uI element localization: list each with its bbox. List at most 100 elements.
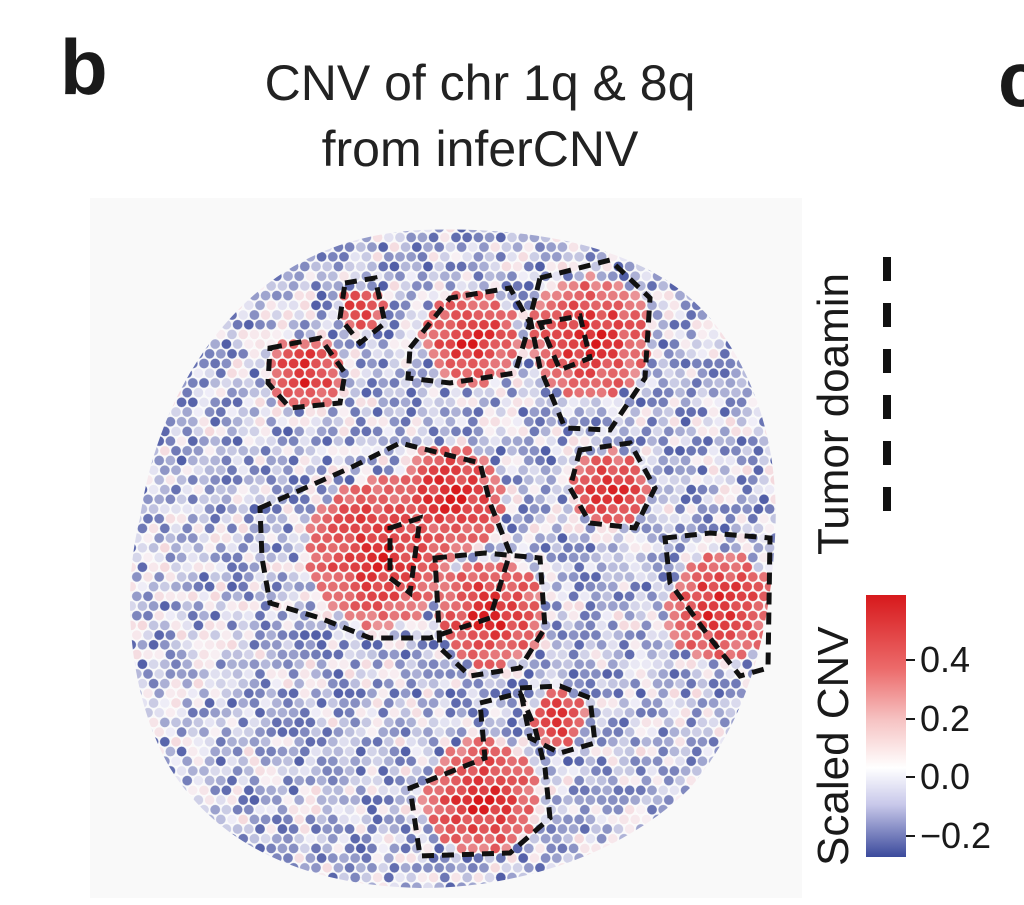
- cnv-spot: [556, 493, 568, 505]
- cnv-spot: [495, 387, 507, 399]
- cnv-spot: [629, 736, 641, 748]
- cnv-spot: [383, 581, 395, 593]
- cnv-spot: [652, 678, 664, 690]
- cnv-spot: [220, 532, 232, 544]
- cnv-spot: [372, 619, 384, 631]
- cnv-spot: [192, 484, 204, 496]
- cnv-spot: [629, 794, 641, 806]
- cnv-spot: [568, 726, 580, 738]
- cnv-spot: [472, 270, 484, 282]
- cnv-spot: [467, 261, 479, 273]
- cnv-spot: [674, 425, 686, 437]
- cnv-spot: [215, 561, 227, 573]
- cnv-spot: [568, 416, 580, 428]
- cnv-spot: [220, 493, 232, 505]
- cnv-spot: [276, 610, 288, 622]
- cnv-spot: [456, 648, 468, 660]
- cnv-spot: [344, 648, 356, 660]
- cnv-spot: [467, 280, 479, 292]
- cnv-spot: [484, 445, 496, 457]
- cnv-spot: [383, 600, 395, 612]
- cnv-spot: [176, 454, 188, 466]
- cnv-spot: [400, 551, 412, 563]
- cnv-spot: [674, 406, 686, 418]
- cnv-spot: [131, 610, 143, 622]
- cnv-spot: [243, 396, 255, 408]
- cnv-spot: [321, 629, 333, 641]
- cnv-spot: [584, 581, 596, 593]
- cnv-spot: [736, 551, 748, 563]
- cnv-spot: [489, 241, 501, 253]
- cnv-spot: [478, 416, 490, 428]
- cnv-spot: [388, 746, 400, 758]
- cnv-spot: [730, 619, 742, 631]
- cnv-spot: [730, 503, 742, 515]
- cnv-spot: [226, 406, 238, 418]
- cnv-spot: [422, 513, 434, 525]
- cnv-spot: [204, 445, 216, 457]
- cnv-spot: [181, 445, 193, 457]
- cnv-spot: [646, 532, 658, 544]
- cnv-spot: [310, 319, 322, 331]
- cnv-spot: [652, 387, 664, 399]
- cnv-spot: [450, 387, 462, 399]
- cnv-spot: [170, 619, 182, 631]
- cnv-spot: [708, 542, 720, 554]
- cnv-spot: [534, 804, 546, 816]
- cnv-spot: [338, 542, 350, 554]
- cnv-spot: [288, 746, 300, 758]
- cnv-spot: [730, 658, 742, 670]
- cnv-spot: [478, 590, 490, 602]
- cnv-spot: [713, 396, 725, 408]
- cnv-spot: [304, 309, 316, 321]
- cnv-spot: [528, 833, 540, 845]
- cnv-spot: [153, 648, 165, 660]
- cnv-spot: [618, 639, 630, 651]
- cnv-spot: [327, 833, 339, 845]
- cnv-spot: [528, 251, 540, 263]
- cnv-spot: [668, 648, 680, 660]
- cnv-spot: [730, 387, 742, 399]
- cnv-spot: [428, 697, 440, 709]
- cnv-spot: [332, 842, 344, 854]
- cnv-spot: [226, 464, 238, 476]
- cnv-spot: [456, 493, 468, 505]
- cnv-spot: [204, 755, 216, 767]
- cnv-spot: [506, 406, 518, 418]
- cnv-spot: [360, 658, 372, 670]
- cnv-spot: [170, 445, 182, 457]
- cnv-spot: [680, 435, 692, 447]
- cnv-spot: [271, 464, 283, 476]
- cnv-spot: [204, 639, 216, 651]
- cnv-spot: [489, 823, 501, 835]
- cnv-spot: [288, 823, 300, 835]
- cnv-spot: [489, 357, 501, 369]
- cnv-spot: [730, 678, 742, 690]
- cnv-spot: [456, 746, 468, 758]
- cnv-spot: [523, 416, 535, 428]
- cnv-spot: [377, 804, 389, 816]
- cnv-spot: [562, 658, 574, 670]
- cnv-spot: [243, 726, 255, 738]
- cnv-spot: [551, 619, 563, 631]
- cnv-spot: [416, 755, 428, 767]
- cnv-spot: [282, 775, 294, 787]
- cnv-spot: [198, 707, 210, 719]
- cnv-spot: [383, 716, 395, 728]
- cnv-spot: [601, 377, 613, 389]
- cnv-spot: [321, 862, 333, 874]
- cnv-spot: [523, 590, 535, 602]
- cnv-spot: [159, 522, 171, 534]
- cnv-spot: [618, 619, 630, 631]
- cnv-spot: [500, 474, 512, 486]
- cnv-spot: [327, 290, 339, 302]
- cnv-spot: [556, 241, 568, 253]
- cnv-spot: [450, 348, 462, 360]
- cnv-spot: [192, 678, 204, 690]
- cnv-spot: [635, 765, 647, 777]
- cnv-spot: [629, 639, 641, 651]
- cnv-spot: [416, 231, 428, 243]
- cnv-spot: [338, 600, 350, 612]
- cnv-spot: [506, 794, 518, 806]
- cnv-spot: [293, 833, 305, 845]
